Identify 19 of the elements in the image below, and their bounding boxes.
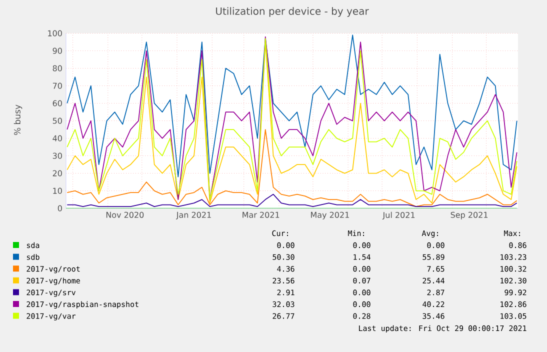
y-tick-label: 70 [52, 82, 62, 89]
y-tick-label: 20 [52, 170, 62, 176]
y-tick-label: 0 [58, 205, 62, 212]
y-tick-label: 50 [52, 118, 62, 124]
y-tick-label: 60 [52, 100, 62, 106]
y-tick-label: 80 [52, 65, 62, 72]
y-tick-label: 10 [53, 188, 62, 194]
x-tick-label: Mar 2021 [242, 212, 280, 218]
y-tick-label: 100 [48, 30, 62, 36]
x-tick-label: May 2021 [311, 212, 349, 220]
chart-title: Utilization per device - by year [216, 7, 369, 17]
x-tick-label: Nov 2020 [106, 212, 144, 218]
x-tick-label: Jan 2021 [176, 212, 211, 220]
y-tick-label: 40 [52, 135, 62, 142]
x-tick-label: Jul 2021 [382, 212, 415, 220]
x-tick-label: Sep 2021 [450, 212, 488, 220]
y-tick-label: 30 [52, 152, 62, 159]
y-axis-title: % busy [14, 104, 22, 136]
y-tick-label: 90 [52, 48, 62, 54]
